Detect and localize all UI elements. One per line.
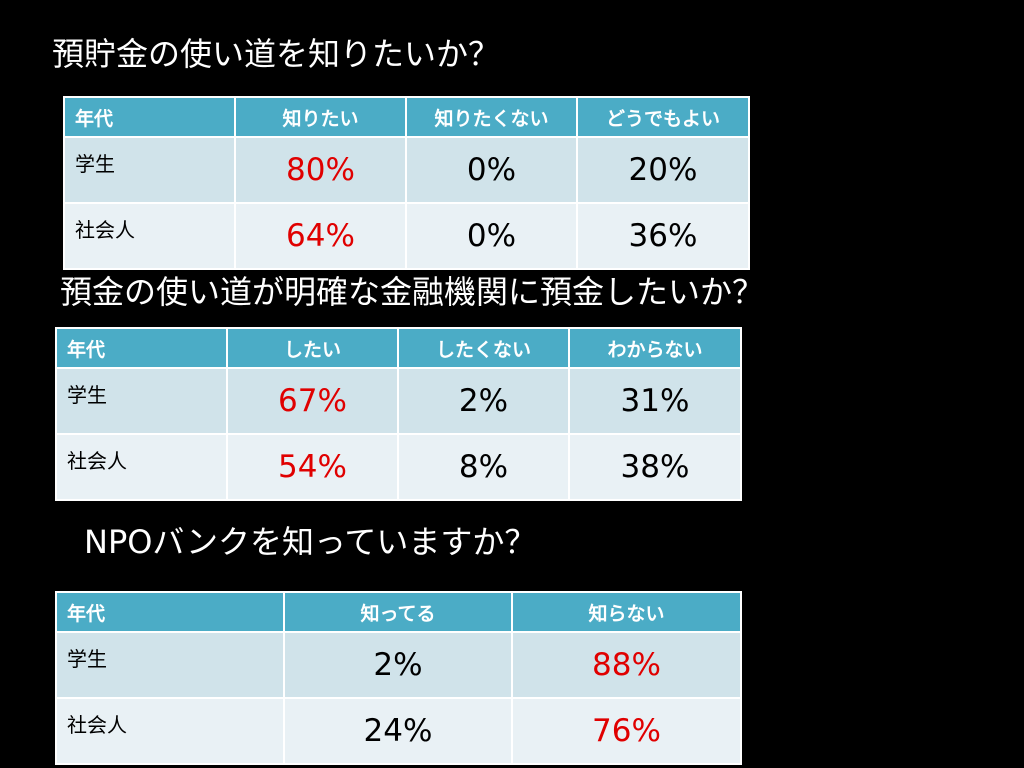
row-label: 社会人 bbox=[55, 433, 228, 501]
header-dont-know: 知らない bbox=[511, 591, 742, 633]
section-2-title: 預金の使い道が明確な金融機関に預金したいか？ bbox=[60, 273, 765, 311]
table-row: 社会人 24% 76% bbox=[55, 697, 742, 765]
header-want-to-know: 知りたい bbox=[234, 96, 407, 138]
header-age-group: 年代 bbox=[55, 327, 228, 369]
section-2-table: 年代 したい したくない わからない 学生 67% 2% 31% 社会人 54%… bbox=[55, 327, 742, 501]
table-header-row: 年代 知ってる 知らない bbox=[55, 591, 742, 633]
row-label: 学生 bbox=[63, 136, 236, 204]
table-header-row: 年代 知りたい 知りたくない どうでもよい bbox=[63, 96, 750, 138]
section-1-table: 年代 知りたい 知りたくない どうでもよい 学生 80% 0% 20% 社会人 … bbox=[63, 96, 750, 270]
header-dont-know: わからない bbox=[568, 327, 742, 369]
value-cell: 80% bbox=[234, 136, 407, 204]
value-cell: 8% bbox=[397, 433, 570, 501]
header-know: 知ってる bbox=[283, 591, 513, 633]
table-row: 社会人 64% 0% 36% bbox=[63, 202, 750, 270]
row-label: 社会人 bbox=[55, 697, 285, 765]
value-cell: 31% bbox=[568, 367, 742, 435]
value-cell: 24% bbox=[283, 697, 513, 765]
header-dont-want-to: したくない bbox=[397, 327, 570, 369]
table-row: 社会人 54% 8% 38% bbox=[55, 433, 742, 501]
value-cell: 2% bbox=[283, 631, 513, 699]
value-cell: 20% bbox=[576, 136, 750, 204]
value-cell: 2% bbox=[397, 367, 570, 435]
header-want-to: したい bbox=[226, 327, 399, 369]
header-age-group: 年代 bbox=[63, 96, 236, 138]
header-dont-want-to-know: 知りたくない bbox=[405, 96, 578, 138]
value-cell: 0% bbox=[405, 136, 578, 204]
table-row: 学生 67% 2% 31% bbox=[55, 367, 742, 435]
table-header-row: 年代 したい したくない わからない bbox=[55, 327, 742, 369]
row-label: 学生 bbox=[55, 631, 285, 699]
value-cell: 88% bbox=[511, 631, 742, 699]
table-row: 学生 80% 0% 20% bbox=[63, 136, 750, 204]
value-cell: 0% bbox=[405, 202, 578, 270]
value-cell: 64% bbox=[234, 202, 407, 270]
row-label: 社会人 bbox=[63, 202, 236, 270]
header-dont-care: どうでもよい bbox=[576, 96, 750, 138]
value-cell: 67% bbox=[226, 367, 399, 435]
value-cell: 38% bbox=[568, 433, 742, 501]
value-cell: 76% bbox=[511, 697, 742, 765]
value-cell: 54% bbox=[226, 433, 399, 501]
section-1-title: 預貯金の使い道を知りたいか？ bbox=[52, 35, 501, 73]
header-age-group: 年代 bbox=[55, 591, 285, 633]
section-3-table: 年代 知ってる 知らない 学生 2% 88% 社会人 24% 76% bbox=[55, 591, 742, 765]
table-row: 学生 2% 88% bbox=[55, 631, 742, 699]
value-cell: 36% bbox=[576, 202, 750, 270]
section-3-title: NPOバンクを知っていますか？ bbox=[84, 523, 537, 561]
row-label: 学生 bbox=[55, 367, 228, 435]
